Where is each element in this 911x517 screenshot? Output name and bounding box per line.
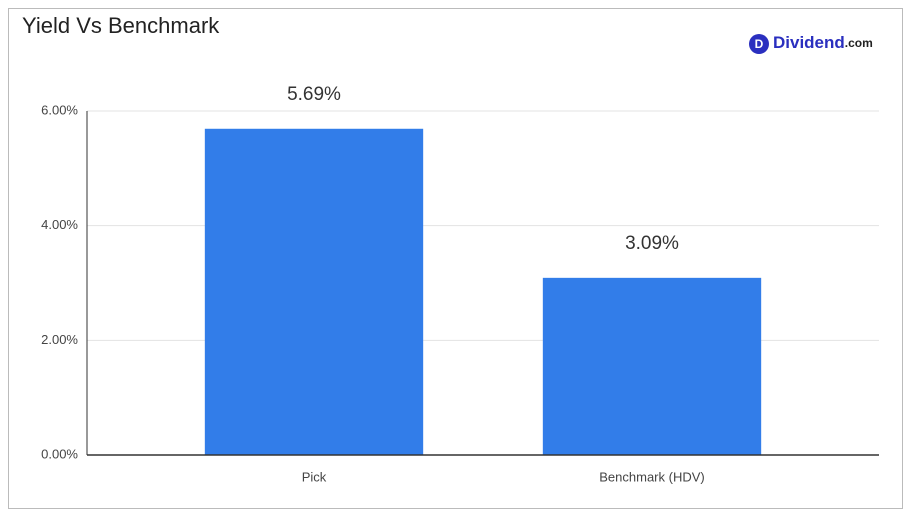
y-tick-label: 6.00% — [41, 102, 78, 117]
bar — [204, 128, 424, 456]
logo-icon: D — [755, 37, 764, 51]
bar — [542, 277, 762, 455]
chart-title: Yield Vs Benchmark — [22, 13, 220, 38]
value-label: 3.09% — [625, 233, 679, 254]
logo-suffix: .com — [845, 36, 873, 50]
logo-name: Dividend — [773, 33, 845, 52]
x-tick-label: Benchmark (HDV) — [599, 469, 704, 484]
y-tick-label: 2.00% — [41, 332, 78, 347]
logo-badge — [749, 34, 769, 54]
logo-text: Dividend.com — [773, 33, 873, 52]
frame — [8, 8, 903, 509]
y-tick-label: 4.00% — [41, 217, 78, 232]
value-label: 5.69% — [287, 84, 341, 105]
y-tick-label: 0.00% — [41, 446, 78, 461]
x-tick-label: Pick — [302, 469, 327, 484]
